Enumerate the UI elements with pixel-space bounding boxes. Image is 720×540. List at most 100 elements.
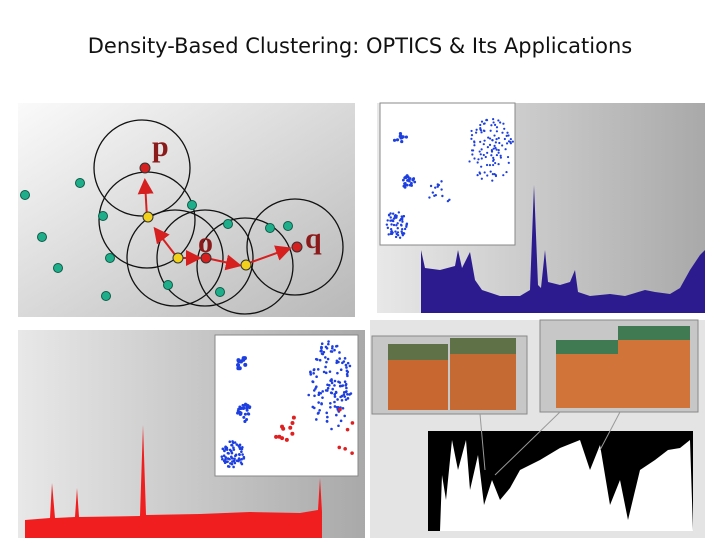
dot <box>316 368 320 371</box>
dot <box>340 394 344 398</box>
dot <box>313 394 316 398</box>
arrow <box>245 245 292 265</box>
dot <box>343 380 347 384</box>
dot <box>492 156 495 159</box>
dot <box>389 227 393 231</box>
dot <box>405 183 409 187</box>
dot <box>473 141 476 144</box>
dot <box>226 457 230 460</box>
dot <box>490 148 493 152</box>
dot <box>317 401 320 404</box>
dot <box>163 280 173 290</box>
dot <box>333 395 337 398</box>
circle <box>246 198 344 296</box>
dot <box>326 415 329 419</box>
dot <box>346 370 350 374</box>
dot <box>505 170 508 174</box>
label-p: p <box>152 130 169 163</box>
dot <box>402 215 405 218</box>
dot <box>402 232 406 235</box>
dot <box>247 412 251 416</box>
dot <box>404 135 408 139</box>
dot <box>330 347 334 350</box>
dot <box>495 138 498 141</box>
dot <box>392 138 397 142</box>
dot <box>343 447 347 451</box>
dot <box>283 221 293 231</box>
dot <box>338 407 342 412</box>
dot <box>230 451 234 455</box>
dot <box>319 349 323 353</box>
dot <box>405 174 409 177</box>
dot <box>345 386 348 390</box>
dot <box>393 214 397 218</box>
dot <box>486 146 489 149</box>
dot <box>394 230 397 233</box>
dot <box>494 146 497 149</box>
dot <box>485 163 489 167</box>
dot <box>315 358 319 361</box>
dot <box>390 219 394 222</box>
dot <box>265 223 275 233</box>
dot <box>483 171 486 174</box>
dot <box>223 461 227 465</box>
dot <box>395 224 398 227</box>
dot <box>489 170 492 173</box>
dot <box>315 385 318 388</box>
dot <box>502 174 505 177</box>
dot <box>172 252 184 264</box>
circle <box>126 209 224 307</box>
dot <box>497 163 500 166</box>
dot <box>490 124 493 127</box>
dot <box>233 461 237 465</box>
dot <box>387 233 390 236</box>
dot <box>501 144 504 147</box>
dot <box>335 413 338 417</box>
dot <box>495 130 499 133</box>
dot <box>391 212 395 215</box>
dot <box>236 459 239 463</box>
dot <box>482 143 485 146</box>
dot <box>477 158 480 161</box>
dot <box>429 184 433 188</box>
dot <box>312 371 315 375</box>
dot <box>187 200 197 210</box>
dot <box>342 393 346 396</box>
dot <box>277 434 282 439</box>
dot <box>482 153 485 157</box>
dot <box>479 140 482 143</box>
dot <box>487 136 490 139</box>
dot <box>290 431 295 436</box>
dot <box>330 379 333 383</box>
dot <box>398 134 402 138</box>
dot <box>348 393 351 396</box>
dot <box>398 236 402 239</box>
dot <box>396 222 399 225</box>
dot <box>441 194 444 198</box>
dot <box>327 340 330 343</box>
dot <box>242 415 246 419</box>
dot <box>333 379 337 383</box>
dot <box>329 401 332 405</box>
dot <box>333 348 336 352</box>
dot <box>478 172 482 175</box>
dot <box>241 453 244 456</box>
dot <box>488 137 492 140</box>
dot <box>394 235 398 239</box>
dot <box>325 360 328 364</box>
dot <box>345 427 350 432</box>
dot <box>237 366 242 371</box>
dot <box>413 180 417 184</box>
dot <box>389 216 392 219</box>
dot <box>200 252 212 264</box>
dot <box>410 181 413 185</box>
dot <box>321 390 325 393</box>
dot <box>238 453 241 457</box>
dot <box>288 425 293 430</box>
dot <box>236 363 241 368</box>
dot <box>341 384 345 387</box>
dot <box>341 406 345 410</box>
dot <box>468 160 471 163</box>
dot <box>497 151 500 154</box>
dot <box>350 451 354 455</box>
